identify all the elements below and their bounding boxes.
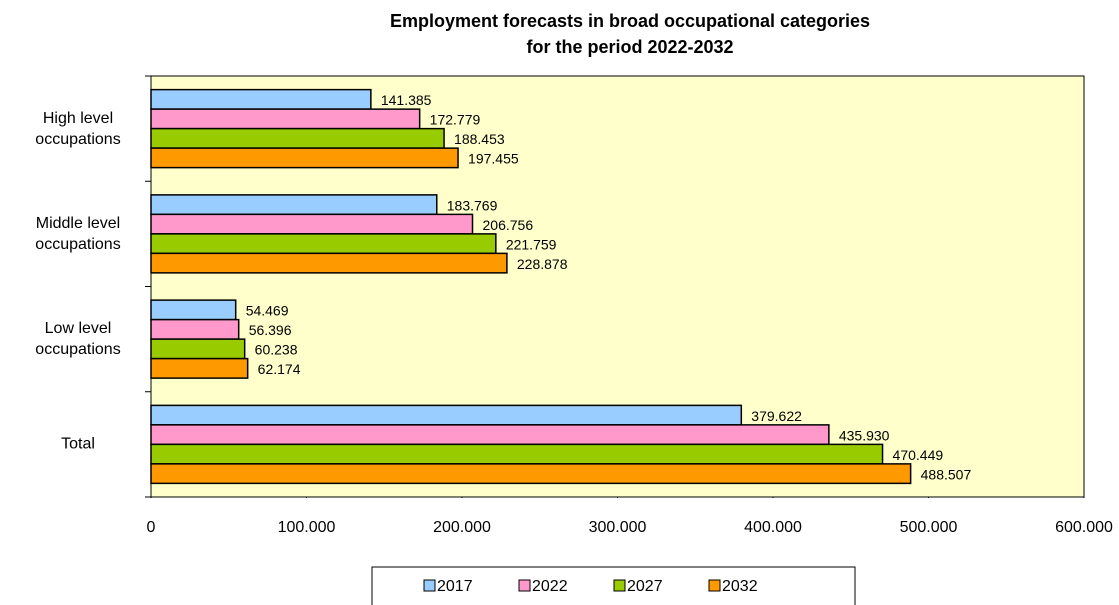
x-tick-label: 100.000 <box>278 519 336 536</box>
x-tick-label: 500.000 <box>900 519 958 536</box>
legend-marker <box>708 579 721 592</box>
legend-label: 2017 <box>437 578 473 595</box>
x-tick-label: 600.000 <box>1055 519 1113 536</box>
bar <box>150 88 372 110</box>
x-tick-label: 200.000 <box>433 519 491 536</box>
data-label: 435.930 <box>839 427 890 443</box>
data-label: 62.174 <box>258 361 301 377</box>
y-tick-label: Total <box>61 435 95 453</box>
y-tick-label: High level occupations <box>35 109 121 148</box>
legend-marker <box>613 579 626 592</box>
y-tick-label: Low level occupations <box>35 320 121 359</box>
bar <box>150 147 459 169</box>
chart-title: for the period 2022-2032 <box>526 37 733 57</box>
bar <box>150 338 246 360</box>
bar <box>150 127 445 149</box>
data-label: 183.769 <box>447 197 498 213</box>
bar <box>150 357 249 379</box>
data-label: 141.385 <box>381 92 432 108</box>
legend-label: 2022 <box>532 578 568 595</box>
data-label: 197.455 <box>468 151 519 167</box>
data-label: 221.759 <box>506 236 557 252</box>
bar <box>150 213 474 235</box>
bar <box>150 443 884 465</box>
y-tick-label: Middle level occupations <box>35 214 121 253</box>
data-label: 206.756 <box>483 217 534 233</box>
data-label: 56.396 <box>249 322 292 338</box>
data-label: 470.449 <box>893 447 944 463</box>
x-tick-label: 400.000 <box>744 519 802 536</box>
bar <box>150 463 912 485</box>
data-label: 54.469 <box>246 303 289 319</box>
bar <box>150 299 237 321</box>
data-label: 379.622 <box>751 408 802 424</box>
data-label: 188.453 <box>454 131 505 147</box>
bar <box>150 318 240 340</box>
bar <box>150 108 421 130</box>
chart-title: Employment forecasts in broad occupation… <box>390 11 870 31</box>
legend-marker <box>518 579 531 592</box>
bar <box>150 233 497 255</box>
x-tick-label: 0 <box>147 519 156 536</box>
data-label: 60.238 <box>255 342 298 358</box>
bar <box>150 194 438 216</box>
legend-label: 2027 <box>627 578 663 595</box>
bar <box>150 404 743 426</box>
data-label: 228.878 <box>517 256 568 272</box>
bar <box>150 424 830 446</box>
data-label: 172.779 <box>430 112 481 128</box>
bar <box>150 252 508 274</box>
data-label: 488.507 <box>921 466 972 482</box>
legend-label: 2032 <box>722 578 758 595</box>
x-tick-label: 300.000 <box>589 519 647 536</box>
legend-marker <box>423 579 436 592</box>
